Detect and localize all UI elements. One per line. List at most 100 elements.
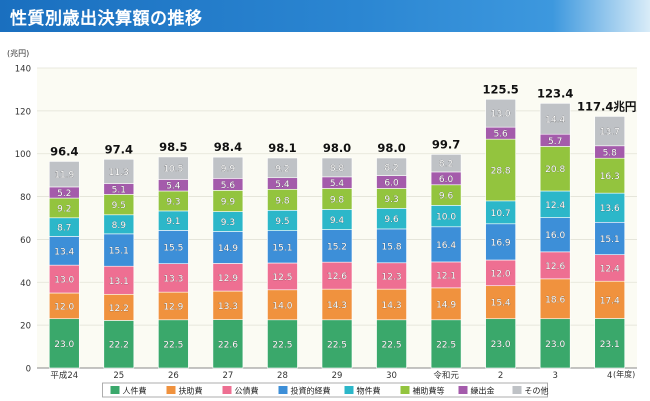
segment-value-label: 9.9	[221, 164, 236, 174]
bar-total-label: 98.0	[377, 141, 405, 155]
bar-total-label: 97.4	[105, 142, 133, 156]
bar-segment	[321, 261, 353, 290]
segment-value-label: 9.6	[384, 215, 399, 225]
segment-value-label: 12.4	[600, 264, 620, 274]
segment-value-label: 9.5	[112, 201, 126, 211]
legend-swatch	[278, 386, 288, 394]
bar-segment	[594, 254, 626, 282]
bar-segment	[212, 263, 244, 292]
bar-segment	[267, 319, 298, 369]
segment-value-label: 5.4	[166, 182, 181, 192]
bar-segment	[321, 157, 353, 178]
segment-value-label: 28.8	[491, 167, 511, 177]
segment-value-label: 12.9	[163, 302, 183, 312]
segment-value-label: 5.1	[112, 185, 126, 195]
segment-value-label: 12.3	[382, 272, 402, 282]
bar-segment	[212, 290, 244, 320]
bar-segment	[539, 251, 571, 280]
bar-segment	[539, 103, 571, 135]
bar-total-label: 123.4	[537, 86, 573, 100]
segment-value-label: 12.2	[109, 304, 129, 314]
bar-segment	[48, 264, 80, 294]
segment-value-label: 13.1	[109, 277, 129, 287]
bar-total-label: 98.5	[159, 140, 187, 154]
legend-swatch	[110, 386, 120, 394]
segment-value-label: 12.6	[545, 262, 565, 272]
bar-total-label: 99.7	[432, 137, 460, 151]
legend-swatch	[344, 386, 354, 394]
bar-segment	[48, 161, 80, 188]
bar-total-label: 125.5	[482, 82, 518, 96]
x-unit-label: (年度)	[613, 369, 635, 379]
segment-value-label: 17.4	[600, 296, 620, 306]
legend-box	[102, 382, 548, 398]
segment-value-label: 12.5	[272, 273, 292, 283]
bar-segment	[158, 230, 189, 264]
legend-label: 繰出金	[471, 386, 495, 396]
segment-value-label: 22.6	[218, 340, 238, 350]
segment-value-label: 13.6	[600, 204, 620, 214]
segment-value-label: 9.9	[221, 197, 236, 207]
chart-title: 性質別歳出決算額の推移	[10, 9, 203, 29]
legend-label: 扶助費	[179, 386, 203, 396]
segment-value-label: 9.1	[166, 217, 180, 227]
segment-value-label: 14.9	[436, 300, 456, 310]
bar-segment	[48, 318, 80, 369]
segment-value-label: 9.6	[439, 192, 454, 202]
bar-segment	[430, 226, 462, 263]
legend-swatch	[400, 386, 410, 394]
segment-value-label: 8.9	[112, 221, 127, 231]
bar-segment	[594, 116, 626, 147]
segment-value-label: 5.8	[603, 149, 618, 159]
segment-value-label: 5.4	[330, 179, 345, 189]
segment-value-label: 8.2	[384, 163, 398, 173]
segment-value-label: 9.3	[384, 195, 398, 205]
segment-value-label: 13.0	[54, 276, 74, 286]
x-tick-label: 25	[113, 371, 124, 381]
title-bar: 性質別歳出決算額の推移	[0, 0, 650, 32]
bar-segment	[212, 231, 244, 264]
bar-segment	[103, 320, 135, 369]
segment-value-label: 10.0	[436, 213, 456, 223]
segment-value-label: 5.6	[493, 130, 508, 140]
bar-segment	[539, 190, 571, 218]
bar-segment	[158, 263, 189, 293]
segment-value-label: 9.2	[57, 204, 71, 214]
segment-value-label: 8.2	[439, 160, 453, 170]
bar-segment	[212, 156, 244, 179]
segment-value-label: 12.6	[327, 272, 347, 282]
bar-segment	[594, 280, 626, 319]
legend-label: 人件費	[123, 386, 147, 396]
x-tick-label: 28	[277, 371, 288, 381]
segment-value-label: 9.2	[275, 164, 289, 174]
bar-segment	[485, 98, 516, 128]
segment-value-label: 12.0	[491, 269, 511, 279]
segment-value-label: 18.6	[545, 295, 565, 305]
bar-segment	[212, 319, 244, 369]
bar-segment	[103, 293, 135, 321]
bar-segment	[103, 233, 135, 267]
segment-value-label: 15.1	[272, 243, 292, 253]
segment-value-label: 23.0	[545, 340, 565, 350]
segment-value-label: 13.7	[600, 128, 620, 138]
y-tick-label: 60	[20, 236, 31, 246]
y-tick-label: 20	[20, 322, 31, 332]
legend-label: その他	[525, 386, 549, 396]
segment-value-label: 15.8	[382, 242, 402, 252]
bar-segment	[103, 265, 135, 295]
segment-value-label: 5.6	[221, 181, 236, 191]
segment-value-label: 14.4	[545, 115, 565, 125]
segment-value-label: 9.8	[330, 195, 345, 205]
segment-value-label: 20.8	[545, 165, 565, 175]
bar-segment	[594, 318, 626, 369]
segment-value-label: 5.2	[57, 189, 71, 199]
bar-total-label: 98.1	[268, 141, 296, 155]
segment-value-label: 5.7	[548, 137, 562, 147]
x-tick-label: 平成24	[50, 370, 78, 381]
bar-segment	[485, 285, 516, 320]
segment-value-label: 23.1	[600, 340, 620, 350]
bar-total-label: 98.4	[214, 140, 242, 154]
legend-label: 補助費等	[413, 386, 445, 396]
legend-label: 投資的経費	[291, 386, 331, 396]
